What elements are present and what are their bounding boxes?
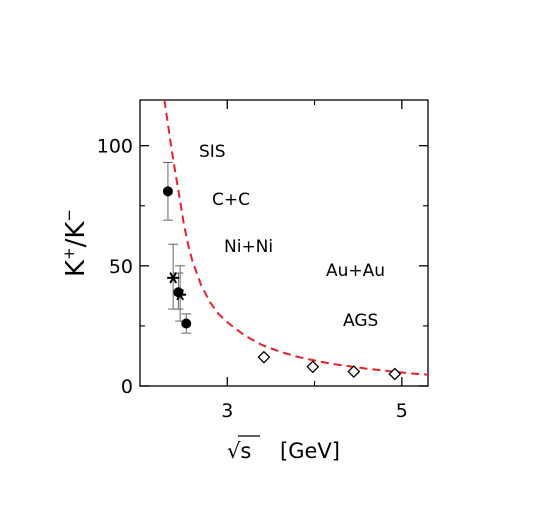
y-label-sup-plus: +	[60, 247, 78, 260]
point-open-diamond	[388, 367, 402, 381]
annotation-c-c: C+C	[212, 190, 250, 210]
y-tick-label: 100	[97, 136, 133, 158]
y-label-slash-k: /K	[61, 221, 91, 248]
x-tick-label: 3	[221, 400, 233, 422]
y-label-sup-minus: −	[60, 209, 78, 222]
axis-tick-labels: 0 50 100 3 5	[97, 136, 408, 422]
annotation-ags: AGS	[343, 311, 378, 331]
y-axis-label: K+/K−	[60, 209, 91, 277]
point-open-diamond	[257, 350, 271, 364]
x-label-sqrt-s: √s	[227, 439, 251, 463]
y-tick-label: 0	[121, 376, 133, 398]
annotation-sis: SIS	[199, 142, 226, 162]
point-filled-circle	[181, 318, 192, 329]
annotation-au-au: Au+Au	[326, 261, 385, 281]
x-axis-label: √s [GeV]	[227, 435, 340, 463]
annotations: SIS C+C Ni+Ni Au+Au AGS	[199, 142, 385, 331]
y-label-k: K	[61, 259, 91, 277]
data-markers	[162, 186, 402, 381]
axis-ticks	[140, 100, 428, 387]
point-star	[167, 272, 180, 284]
point-open-diamond	[306, 360, 320, 374]
point-filled-circle	[162, 186, 173, 197]
point-open-diamond	[347, 365, 361, 378]
model-curve	[163, 100, 428, 376]
svg-text:K+/K−: K+/K−	[60, 209, 91, 277]
x-tick-label: 5	[396, 400, 408, 422]
point-star	[174, 288, 187, 301]
y-tick-label: 50	[109, 256, 133, 278]
annotation-ni-ni: Ni+Ni	[224, 237, 273, 257]
x-label-unit: [GeV]	[280, 439, 340, 463]
plot-frame	[139, 99, 429, 387]
